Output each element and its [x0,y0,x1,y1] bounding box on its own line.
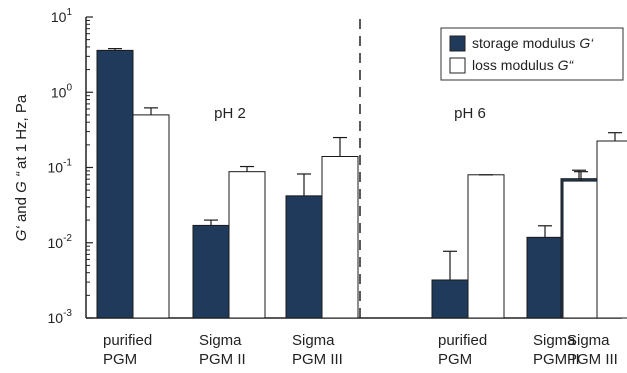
y-tick-label: 10-3 [48,308,73,326]
bar-storage [285,195,323,319]
category-label: Sigma [567,332,610,349]
category-label: PGM [438,351,472,368]
bar-loss [467,174,505,319]
bar-loss [132,114,170,319]
group-label-ph2: pH 2 [214,105,246,122]
legend-box [440,27,624,81]
y-tick-label: 10-1 [48,158,73,176]
bar-loss [596,140,627,319]
legend-label-storage: storage modulus G‘ [472,35,594,51]
category-label: PGM II [199,351,246,368]
group-label-ph6: pH 6 [454,105,486,122]
plot-area: 101 100 10-1 10-2 10-3 purified PGM Sigma PGM II… [48,7,627,368]
category-label: PGM III [567,351,618,368]
category-label: PGM II [533,351,580,368]
category-label: purified [438,332,487,349]
y-tick-label: 101 [51,7,73,25]
category-label: PGM III [292,351,343,368]
bar-loss [321,156,359,319]
legend: storage modulus G‘ loss modulus G“ [440,27,624,81]
legend-swatch-storage [449,35,466,52]
bar-storage [96,49,134,319]
bar-storage [431,279,469,319]
category-label: purified [103,332,152,349]
bar-storage [192,224,230,319]
bar-loss [562,180,600,319]
y-tick-label: 100 [51,82,73,100]
y-tick-label: 10-2 [48,233,73,251]
category-label: PGM [103,351,137,368]
bar-storage [526,236,564,319]
legend-swatch-loss [449,57,466,74]
category-label: Sigma [199,332,242,349]
category-label: Sigma [292,332,335,349]
y-axis-label: G‘ and G “at 1 Hz, Pa [13,94,30,241]
legend-label-loss: loss modulus G“ [472,57,574,73]
category-label: Sigma [533,332,576,349]
bar-loss [228,171,266,319]
